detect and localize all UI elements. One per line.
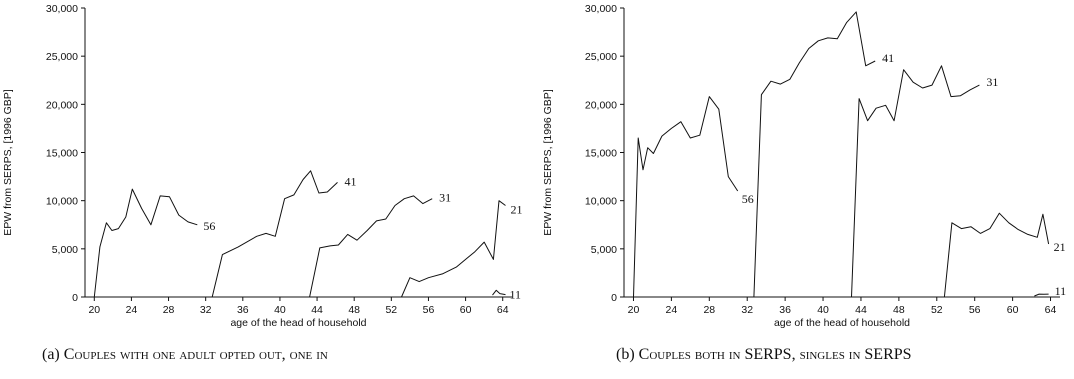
chart-b: 0 5,000 10,000 15,000 20,000 25,000 30,000 20 24… <box>542 3 1067 329</box>
x-tick-label: 48 <box>348 304 360 316</box>
y-tick-label: 5,000 <box>591 244 617 256</box>
x-tick-label: 24 <box>126 304 138 316</box>
series-line-11 <box>1034 293 1049 297</box>
series-line-41 <box>753 11 876 298</box>
x-tick-label: 64 <box>497 304 509 316</box>
x-tick-label: 52 <box>931 304 943 316</box>
x-tick-label: 60 <box>1007 304 1019 316</box>
series-label-21: 21 <box>511 202 523 216</box>
series-line-31 <box>851 65 980 298</box>
x-tick-label: 40 <box>817 304 829 316</box>
y-tick-label: 25,000 <box>585 51 617 63</box>
series-line-56 <box>633 96 739 298</box>
series-line-21 <box>943 212 1050 298</box>
x-tick-label: 24 <box>666 304 678 316</box>
x-tick-label: 28 <box>163 304 175 316</box>
x-tick-label: 64 <box>1045 304 1057 316</box>
y-tick-label: 0 <box>72 292 78 304</box>
x-tick-label: 56 <box>969 304 981 316</box>
y-tick-label: 15,000 <box>46 148 78 160</box>
series-label-11: 11 <box>510 288 522 302</box>
y-tick-label: 25,000 <box>46 51 78 63</box>
series-label-41: 41 <box>882 51 894 65</box>
y-tick-label: 20,000 <box>46 99 78 111</box>
y-tick-label: 0 <box>611 292 617 304</box>
x-tick-label: 36 <box>779 304 791 316</box>
caption-b-text: Couples both in SERPS, singles in SERPS <box>638 346 912 363</box>
y-axis-label: EPW from SERPS, [1996 GBP] <box>2 89 14 236</box>
series-label-31: 31 <box>986 75 998 89</box>
y-axis-label: EPW from SERPS, [1996 GBP] <box>542 89 554 236</box>
x-tick-label: 32 <box>200 304 212 316</box>
y-tick-label: 15,000 <box>585 148 617 160</box>
x-tick-label: 20 <box>628 304 640 316</box>
series-label-11: 11 <box>1055 284 1067 298</box>
x-tick-label: 28 <box>703 304 715 316</box>
y-tick-label: 20,000 <box>585 99 617 111</box>
caption-a: (a) Couples with one adult opted out, on… <box>42 346 328 364</box>
y-tick-label: 10,000 <box>585 196 617 208</box>
x-axis-label: age of the head of household <box>774 317 910 329</box>
caption-a-label: (a) <box>42 346 60 363</box>
y-tick-label: 10,000 <box>46 196 78 208</box>
caption-b: (b) Couples both in SERPS, singles in SE… <box>616 346 912 364</box>
x-tick-label: 20 <box>88 304 100 316</box>
series-label-56: 56 <box>203 219 215 233</box>
y-tick-label: 30,000 <box>585 3 617 15</box>
series-label-56: 56 <box>742 192 754 206</box>
y-tick-label: 5,000 <box>52 244 78 256</box>
series-line-31 <box>309 195 433 298</box>
x-tick-label: 52 <box>385 304 397 316</box>
x-tick-label: 56 <box>423 304 435 316</box>
caption-b-label: (b) <box>616 346 635 363</box>
x-tick-label: 44 <box>855 304 867 316</box>
series-line-21 <box>401 200 506 298</box>
x-axis-label: age of the head of household <box>230 317 366 329</box>
y-tick-label: 30,000 <box>46 3 78 15</box>
series-line-41 <box>211 170 338 298</box>
x-tick-label: 32 <box>741 304 753 316</box>
x-tick-label: 48 <box>893 304 905 316</box>
x-tick-label: 60 <box>460 304 472 316</box>
x-tick-label: 36 <box>237 304 249 316</box>
chart-a: 0 5,000 10,000 15,000 20,000 25,000 30,000 20 24… <box>2 3 523 329</box>
x-tick-label: 44 <box>311 304 323 316</box>
caption-a-text: Couples with one adult opted out, one in <box>63 346 328 363</box>
series-label-31: 31 <box>439 191 451 205</box>
series-line-11 <box>492 289 506 296</box>
series-label-41: 41 <box>344 174 356 188</box>
series-line-56 <box>93 188 198 298</box>
series-label-21: 21 <box>1054 240 1066 254</box>
x-tick-label: 40 <box>274 304 286 316</box>
